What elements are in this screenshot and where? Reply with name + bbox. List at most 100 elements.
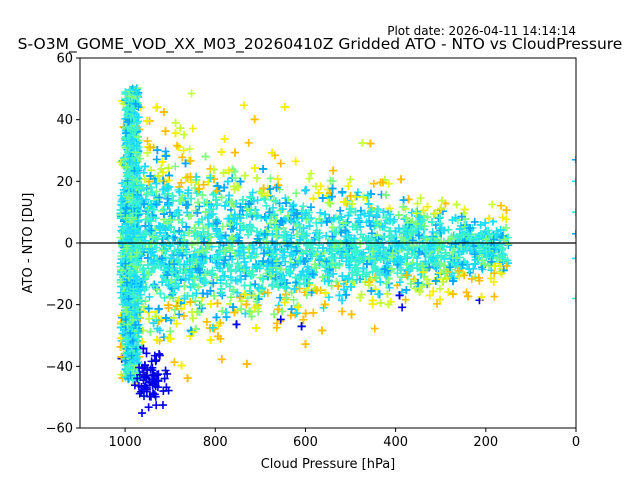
scatter-point (488, 200, 497, 209)
scatter-point (362, 218, 371, 227)
scatter-point (187, 89, 196, 98)
scatter-point (275, 244, 284, 253)
scatter-point (142, 190, 151, 199)
scatter-point (401, 295, 410, 304)
scatter-point (452, 200, 461, 209)
scatter-point (250, 115, 259, 124)
scatter-point (297, 322, 306, 331)
scatter-point (246, 308, 255, 317)
scatter-point (490, 292, 499, 301)
scatter-point (404, 195, 413, 204)
scatter-point (250, 164, 259, 173)
scatter-point (324, 293, 333, 302)
scatter-point (206, 335, 215, 344)
scatter-point (290, 260, 299, 269)
scatter-point (423, 202, 432, 211)
scatter-point (460, 271, 469, 280)
scatter-point (152, 155, 161, 164)
scatter-point (246, 281, 255, 290)
scatter-point (191, 184, 200, 193)
scatter-point (353, 188, 362, 197)
scatter-point (171, 118, 180, 127)
chart-title: S-O3M_GOME_VOD_XX_M03_20260410Z Gridded … (18, 35, 623, 54)
scatter-point (172, 141, 181, 150)
scatter-point (212, 313, 221, 322)
scatter-point (444, 225, 453, 234)
scatter-point (175, 310, 184, 319)
scatter-point (232, 320, 241, 329)
scatter-point (139, 168, 148, 177)
scatter-point (338, 307, 347, 316)
scatter-point (252, 324, 261, 333)
scatter-point (395, 278, 404, 287)
scatter-point (435, 284, 444, 293)
scatter-point (425, 291, 434, 300)
scatter-point (236, 275, 245, 284)
scatter-point (190, 281, 199, 290)
scatter-point (502, 215, 511, 224)
scatter-point (213, 182, 222, 191)
scatter-point (202, 317, 211, 326)
scatter-point (416, 194, 425, 203)
scatter-point (160, 293, 169, 302)
scatter-point (307, 169, 316, 178)
scatter-point (170, 358, 179, 367)
scatter-point (292, 189, 301, 198)
scatter-point (177, 361, 186, 370)
scatter-point (460, 205, 469, 214)
scatter-point (195, 202, 204, 211)
scatter-point (166, 327, 175, 336)
scatter-point (376, 299, 385, 308)
scatter-point (346, 175, 355, 184)
scatter-point (171, 129, 180, 138)
scatter-point (183, 374, 192, 383)
scatter-point (305, 174, 314, 183)
scatter-point (433, 252, 442, 261)
scatter-point (170, 305, 179, 314)
scatter-point (248, 188, 257, 197)
scatter-point (301, 340, 310, 349)
scatter-point (291, 310, 300, 319)
scatter-point (242, 204, 251, 213)
scatter-point (269, 203, 278, 212)
scatter-point (309, 194, 318, 203)
scatter-point (187, 178, 196, 187)
scatter-point (188, 124, 197, 133)
scatter-point (370, 324, 379, 333)
scatter-point (289, 225, 298, 234)
scatter-point (326, 199, 335, 208)
scatter-point (240, 101, 249, 110)
scatter-point (354, 214, 363, 223)
scatter-point (286, 311, 295, 320)
scatter-point (177, 178, 186, 187)
scatter-point (316, 182, 325, 191)
scatter-point (227, 197, 236, 206)
scatter-point (272, 323, 281, 332)
scatter-point (424, 252, 433, 261)
scatter-point (186, 332, 195, 341)
scatter-point (225, 282, 234, 291)
scatter-point (299, 202, 308, 211)
scatter-point (178, 153, 187, 162)
scatter-point (231, 174, 240, 183)
scatter-point (502, 223, 511, 232)
scatter-point (306, 250, 315, 259)
scatter-point (502, 206, 511, 215)
scatter-point (252, 227, 261, 236)
scatter-point (289, 295, 298, 304)
scatter-point (221, 308, 230, 317)
scatter-point (373, 205, 382, 214)
scatter-point (293, 301, 302, 310)
scatter-point (174, 143, 183, 152)
scatter-point (159, 108, 168, 117)
scatter-point (312, 226, 321, 235)
scatter-point (369, 179, 378, 188)
scatter-point (262, 201, 271, 210)
scatter-point (198, 289, 207, 298)
scatter-point (217, 147, 226, 156)
scatter-point (244, 138, 253, 147)
scatter-point (382, 191, 391, 200)
scatter-point (376, 277, 385, 286)
scatter-point (266, 174, 275, 183)
scatter-point (489, 277, 498, 286)
